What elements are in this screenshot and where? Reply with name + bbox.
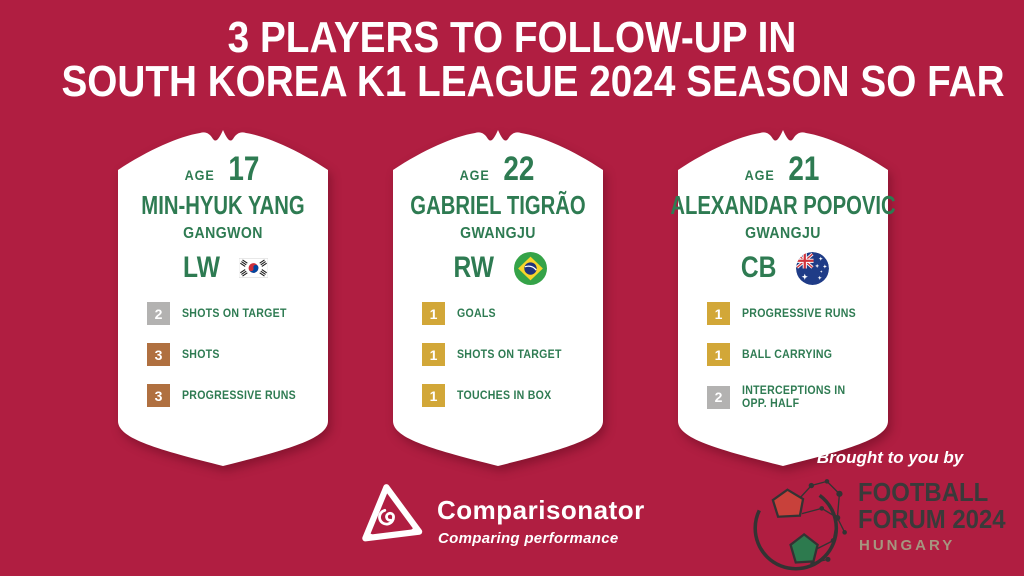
age-row: AGE 17 — [118, 152, 328, 186]
stat-row: 1 GOALS — [422, 302, 592, 325]
stat-label: TOUCHES IN BOX — [457, 388, 552, 402]
football-forum-ball-icon — [753, 479, 847, 571]
stat-row: 1 PROGRESSIVE RUNS — [707, 302, 877, 325]
stats-list: 1 GOALS 1 SHOTS ON TARGET 1 TOUCHES IN B… — [422, 302, 592, 425]
brand-tagline: Comparing performance — [438, 530, 619, 547]
australia-flag-icon — [795, 251, 829, 285]
stat-row: 1 SHOTS ON TARGET — [422, 343, 592, 366]
card-crest-shape — [118, 130, 328, 466]
stat-label: BALL CARRYING — [742, 347, 833, 361]
position-label: RW — [453, 251, 495, 284]
team-name: GWANGJU — [460, 225, 536, 242]
player-name: MIN-HYUK YANG — [141, 190, 305, 220]
age-value: 22 — [503, 150, 535, 188]
page-title-line1: 3 PLAYERS TO FOLLOW-UP IN — [227, 13, 797, 62]
page-title-line2: SOUTH KOREA K1 LEAGUE 2024 SEASON SO FAR — [61, 57, 1005, 106]
age-label: AGE — [460, 167, 491, 183]
stat-label: PROGRESSIVE RUNS — [182, 388, 296, 402]
player-name: ALEXANDAR POPOVIC — [670, 190, 896, 220]
age-row: AGE 22 — [393, 152, 603, 186]
card-crest-shape — [393, 130, 603, 466]
position-row: LW — [118, 250, 328, 286]
card-crest-shape — [678, 130, 888, 466]
stat-value-badge: 1 — [422, 302, 445, 325]
player-card-min-hyuk-yang: AGE 17 MIN-HYUK YANG GANGWON LW — [118, 128, 328, 468]
stat-value-badge: 1 — [422, 384, 445, 407]
stat-row: 2 INTERCEPTIONS IN OPP. HALF — [707, 384, 877, 410]
sponsor-name-line1: FOOTBALL — [858, 477, 989, 507]
brand-name: Comparisonator — [437, 495, 645, 525]
stat-label: SHOTS — [182, 347, 220, 361]
stat-label: SHOTS ON TARGET — [457, 347, 562, 361]
stat-row: 1 BALL CARRYING — [707, 343, 877, 366]
stat-label: INTERCEPTIONS IN OPP. HALF — [742, 383, 846, 410]
stat-value-badge: 1 — [707, 302, 730, 325]
stat-value-badge: 2 — [707, 385, 730, 409]
position-label: LW — [182, 251, 220, 284]
player-card-alexandar-popovic: AGE 21 ALEXANDAR POPOVIC GWANGJU CB — [670, 128, 896, 468]
stat-value-badge: 1 — [422, 343, 445, 366]
team-name: GANGWON — [183, 225, 263, 242]
comparisonator-logo-icon — [362, 484, 423, 542]
stats-list: 2 SHOTS ON TARGET 3 SHOTS 3 PROGRESSIVE … — [147, 302, 317, 425]
age-label: AGE — [745, 167, 776, 183]
age-value: 21 — [788, 150, 820, 188]
stat-label: GOALS — [457, 306, 496, 320]
stat-value-badge: 3 — [147, 343, 170, 366]
stat-row: 2 SHOTS ON TARGET — [147, 302, 317, 325]
sponsor-name-line2: FORUM 2024 — [858, 504, 1006, 534]
sponsor-intro: Brought to you by — [816, 448, 964, 467]
stat-row: 3 PROGRESSIVE RUNS — [147, 384, 317, 407]
stat-value-badge: 2 — [147, 302, 170, 325]
stats-list: 1 PROGRESSIVE RUNS 1 BALL CARRYING 2 INT… — [707, 302, 877, 428]
stat-row: 3 SHOTS — [147, 343, 317, 366]
position-label: CB — [741, 251, 777, 284]
stat-value-badge: 1 — [707, 343, 730, 366]
brazil-flag-icon — [513, 251, 547, 285]
player-name: GABRIEL TIGRÃO — [410, 190, 586, 220]
age-value: 17 — [228, 150, 260, 188]
age-row: AGE 21 — [678, 152, 888, 186]
age-label: AGE — [185, 167, 216, 183]
sponsor-country: HUNGARY — [859, 537, 956, 554]
stat-row: 1 TOUCHES IN BOX — [422, 384, 592, 407]
stat-value-badge: 3 — [147, 384, 170, 407]
south-korea-flag-icon — [238, 258, 268, 278]
position-row: RW — [393, 250, 603, 286]
stat-label: PROGRESSIVE RUNS — [742, 306, 856, 320]
team-name: GWANGJU — [745, 225, 821, 242]
player-card-gabriel-tigrao: AGE 22 GABRIEL TIGRÃO GWANGJU RW 1 GOALS — [393, 128, 603, 468]
stat-label: SHOTS ON TARGET — [182, 306, 287, 320]
position-row: CB — [678, 250, 888, 286]
